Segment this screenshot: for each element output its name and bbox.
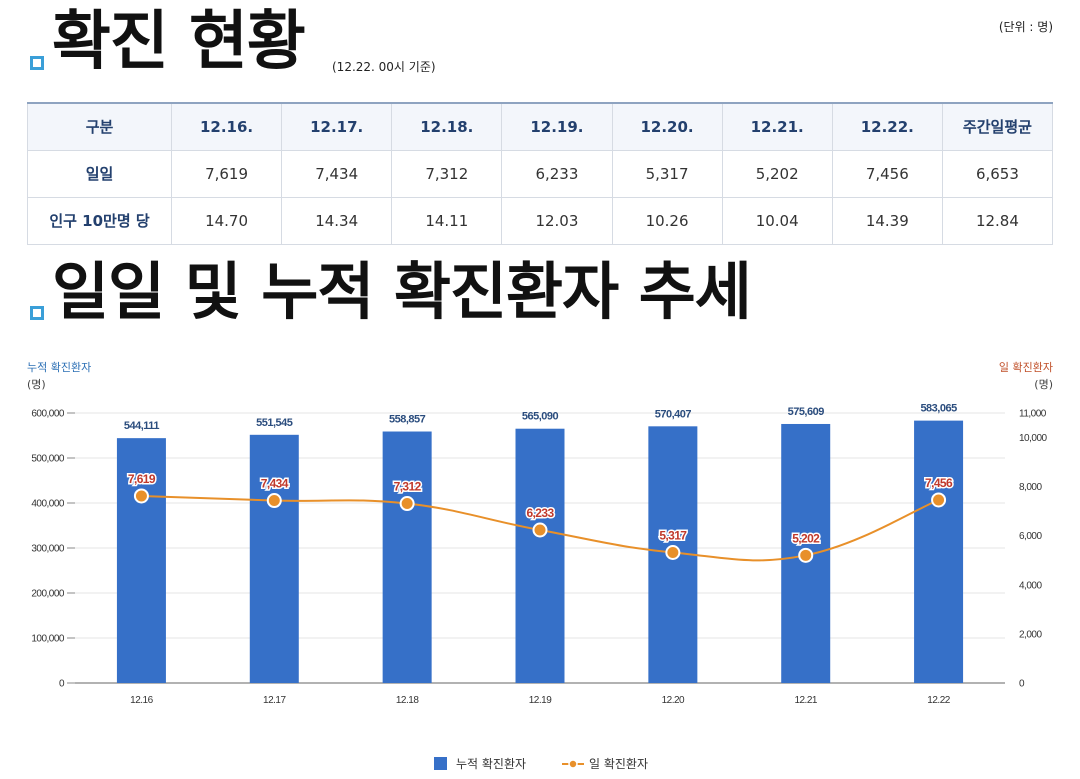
y-right-tick-label: 10,000 — [1019, 433, 1048, 444]
table-header-cell: 12.22. — [831, 102, 943, 151]
chart-legend: 누적 확진환자 일 확진환자 — [434, 757, 648, 771]
table-header-cell: 12.18. — [391, 102, 503, 151]
x-tick-label: 12.21 — [794, 695, 817, 706]
y-left-tick-label: 400,000 — [31, 499, 65, 510]
y-left-tick-label: 300,000 — [31, 544, 65, 555]
y-right-tick-label: 8,000 — [1019, 482, 1042, 493]
section-title-trend: 일일 및 누적 확진환자 추세 — [52, 255, 752, 328]
table-cell: 7,434 — [281, 149, 393, 198]
bar-value-label: 551,545 — [256, 417, 293, 429]
line-point — [532, 522, 548, 538]
line-value-label: 7,434 — [261, 477, 289, 491]
line-value-label: 5,317 — [659, 528, 687, 542]
data-labels: 544,111 551,545 558,857 565,090 570,407 575,6… — [124, 403, 958, 547]
y-right-tick-label: 2,000 — [1019, 629, 1042, 640]
reference-time-note: (12.22. 00시 기준) — [332, 60, 436, 74]
table-header-cell: 주간일평균 — [941, 102, 1054, 151]
table-header-cell: 12.21. — [721, 102, 833, 151]
x-tick-label: 12.18 — [396, 695, 419, 706]
table-cell: 6,653 — [941, 149, 1054, 198]
table-row: 인구 10만명 당 14.70 14.34 14.11 12.03 10.26 … — [27, 196, 1054, 245]
table-header-row: 구분 12.16. 12.17. 12.18. 12.19. 12.20. 12… — [27, 102, 1054, 151]
y-left-axis-unit: (명) — [27, 378, 46, 391]
table-header-cell: 12.19. — [501, 102, 613, 151]
line-value-label: 7,456 — [925, 476, 953, 490]
y-left-tick-label: 100,000 — [31, 634, 65, 645]
x-tick-label: 12.22 — [927, 695, 950, 706]
y-left-tick-label: 600,000 — [31, 409, 65, 420]
trend-combo-chart: 0 100,000 200,000 300,000 400,000 500,000 600,… — [27, 360, 1053, 771]
table-cell: 10.04 — [721, 196, 833, 245]
line-value-label: 6,233 — [526, 506, 554, 520]
table-cell: 12.84 — [941, 196, 1054, 245]
table-cell: 5,317 — [611, 149, 723, 198]
y-left-tick-label: 0 — [59, 679, 65, 690]
line-series — [133, 488, 947, 563]
table-cell: 7,456 — [831, 149, 943, 198]
y-left-axis-title: 누적 확진환자 — [27, 361, 91, 374]
bar — [116, 438, 166, 683]
line-point — [798, 547, 814, 563]
table-header-cell: 12.20. — [611, 102, 723, 151]
legend-bar-swatch — [434, 757, 447, 770]
x-tick-label: 12.20 — [662, 695, 685, 706]
line-point — [665, 544, 681, 560]
y-right-tick-label: 4,000 — [1019, 580, 1042, 591]
table-cell: 10.26 — [611, 196, 723, 245]
y-right-tick-label: 6,000 — [1019, 531, 1042, 542]
table-cell: 14.70 — [170, 196, 283, 245]
bar-value-label: 558,857 — [389, 414, 426, 426]
table-row-label: 인구 10만명 당 — [27, 196, 172, 245]
y-right-axis-unit: (명) — [1034, 378, 1053, 391]
line-point — [133, 488, 149, 504]
y-left-tick-label: 500,000 — [31, 454, 65, 465]
table-header-cell: 구분 — [27, 102, 172, 151]
table-row-label: 일일 — [27, 149, 172, 198]
daily-stats-table: 구분 12.16. 12.17. 12.18. 12.19. 12.20. 12… — [27, 102, 1054, 245]
bar-series — [116, 420, 964, 683]
line-value-label: 5,202 — [792, 531, 820, 545]
y-right-axis-title: 일 확진환자 — [999, 360, 1053, 374]
table-cell: 7,312 — [391, 149, 503, 198]
legend-line-label: 일 확진환자 — [589, 757, 648, 771]
section-marker-icon — [30, 306, 44, 320]
line-value-label: 7,312 — [394, 480, 422, 494]
y-right-tick-label: 11,000 — [1019, 409, 1047, 420]
bar-value-label: 583,065 — [920, 403, 957, 415]
line-point — [931, 492, 947, 508]
unit-note: (단위 : 명) — [998, 20, 1053, 34]
legend-line-marker — [568, 759, 578, 769]
bar-value-label: 570,407 — [655, 408, 692, 420]
table-header-cell: 12.17. — [281, 102, 393, 151]
bar — [914, 420, 964, 683]
line-point — [399, 496, 415, 512]
table-row: 일일 7,619 7,434 7,312 6,233 5,317 5,202 7… — [27, 149, 1054, 198]
table-cell: 14.39 — [831, 196, 943, 245]
table-header-cell: 12.16. — [170, 102, 283, 151]
bar — [249, 434, 299, 683]
legend-bar-label: 누적 확진환자 — [456, 757, 526, 771]
x-tick-label: 12.16 — [130, 695, 153, 706]
table-cell: 7,619 — [170, 149, 283, 198]
table-cell: 6,233 — [501, 149, 613, 198]
bar-value-label: 544,111 — [124, 420, 159, 432]
x-tick-label: 12.19 — [529, 695, 552, 706]
y-left-tick-label: 200,000 — [31, 589, 65, 600]
bar-value-label: 565,090 — [522, 411, 559, 423]
table-cell: 14.34 — [281, 196, 393, 245]
table-cell: 14.11 — [391, 196, 503, 245]
bar — [382, 431, 432, 683]
section-marker-icon — [30, 56, 44, 70]
table-cell: 12.03 — [501, 196, 613, 245]
y-right-tick-label: 0 — [1019, 679, 1025, 690]
x-tick-label: 12.17 — [263, 695, 286, 706]
bar — [515, 428, 565, 683]
line-value-label: 7,619 — [128, 472, 156, 486]
table-cell: 5,202 — [721, 149, 833, 198]
line-point — [266, 493, 282, 509]
bar-value-label: 575,609 — [788, 406, 825, 418]
section-title-confirmed-status: 확진 현황 — [52, 5, 306, 79]
